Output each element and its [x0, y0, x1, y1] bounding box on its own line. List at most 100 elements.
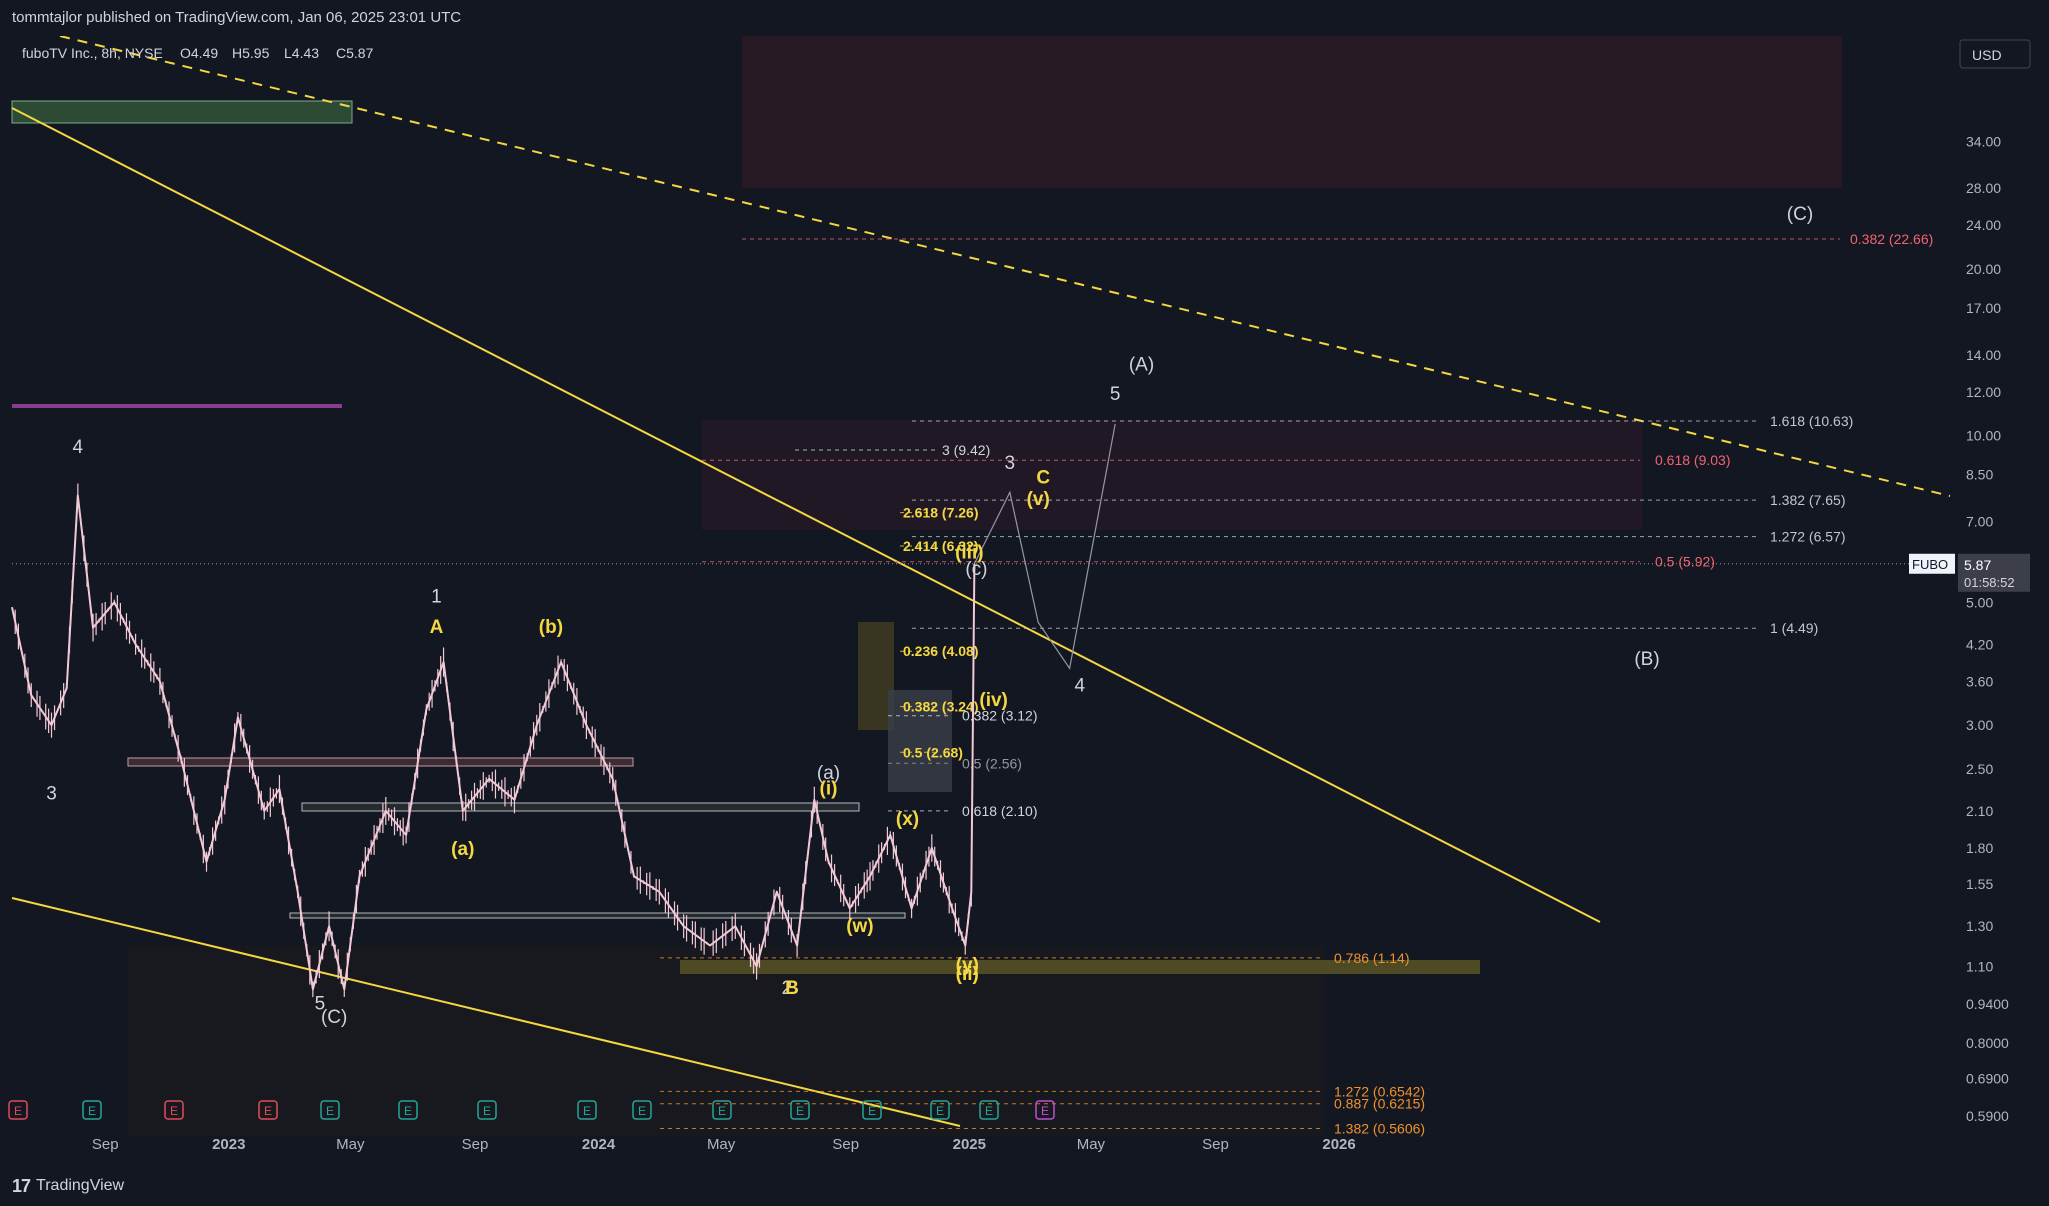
- y-tick-label: 4.20: [1966, 636, 1993, 652]
- ticker-tag: [1909, 553, 1955, 574]
- target-zone: [702, 420, 1642, 530]
- publish-info: tommtajlor published on TradingView.com,…: [12, 9, 462, 26]
- earnings-marker-icon: [82, 1100, 102, 1120]
- y-tick-label: 1.30: [1966, 918, 1993, 934]
- earnings-marker-icon: [164, 1100, 184, 1120]
- ohlc-value: H5.95: [232, 45, 270, 61]
- resistance-zone: [742, 36, 1842, 188]
- fib-label: 1.272 (6.57): [1770, 529, 1846, 545]
- fib-label: 3 (9.42): [942, 442, 990, 458]
- earnings-marker-label: E: [170, 1104, 178, 1118]
- earnings-marker-label: E: [88, 1104, 96, 1118]
- price-chart[interactable]: 34.0028.0024.0020.0017.0014.0012.0010.00…: [0, 35, 2049, 1166]
- symbol-info: fuboTV Inc., 8h, NYSE O4.49 H5.95 L4.43 C5.8…: [22, 45, 374, 61]
- box-grey-1: [301, 802, 860, 812]
- earnings-marker-icon: [790, 1100, 810, 1120]
- y-tick-label: 1.10: [1966, 958, 1993, 974]
- fib-label: 0.382 (3.12): [962, 708, 1038, 724]
- earnings-marker-icon: [862, 1100, 882, 1120]
- wave-label: (y): [956, 955, 979, 976]
- wave-label: A: [430, 617, 444, 638]
- fib-label: 1.382 (7.65): [1770, 492, 1846, 508]
- wave-label: (ii): [956, 964, 979, 985]
- last-price-label: 5.87: [1964, 557, 1991, 573]
- fib-label: 2.414 (6.32): [903, 538, 979, 554]
- ohlc-value: O4.49: [180, 45, 218, 61]
- fib-label: 1.382 (0.5606): [1334, 1120, 1425, 1136]
- earnings-marker-label: E: [796, 1104, 804, 1118]
- wave-label: (x): [896, 809, 919, 830]
- currency-label: USD: [1972, 47, 2002, 63]
- ohlc-value: C5.87: [336, 45, 374, 61]
- wave-label: (B): [1634, 649, 1659, 670]
- earnings-marker-icon: [1035, 1100, 1055, 1120]
- y-tick-label: 34.00: [1966, 133, 2001, 149]
- fib-label: 1.272 (0.6542): [1334, 1083, 1425, 1099]
- trend-line-dashed: [59, 35, 1951, 497]
- y-tick-label: 1.55: [1966, 876, 1993, 892]
- wave-label: 4: [73, 437, 84, 458]
- last-price-tag: [1958, 553, 2030, 592]
- earnings-marker-label: E: [1041, 1104, 1049, 1118]
- ticker-label: FUBO: [1912, 557, 1948, 572]
- earnings-marker-label: E: [985, 1104, 993, 1118]
- wave-label: C: [1036, 467, 1050, 488]
- brand-name: TradingView: [36, 1177, 125, 1194]
- y-tick-label: 1.80: [1966, 840, 1993, 856]
- y-tick-label: 8.50: [1966, 467, 1993, 483]
- wave-label: (iii): [955, 542, 984, 563]
- x-tick-label: Sep: [832, 1136, 859, 1153]
- fib-label: 0.887 (0.6215): [1334, 1096, 1425, 1112]
- tradingview-logo-icon: 17: [12, 1175, 31, 1196]
- x-tick-label: May: [707, 1136, 736, 1153]
- fib-label: 1.618 (10.63): [1770, 413, 1853, 429]
- y-tick-label: 17.00: [1966, 300, 2001, 316]
- wave-label: (C): [1787, 204, 1813, 225]
- wave-label: 5: [315, 993, 326, 1014]
- chart-area[interactable]: 34.00 28.00 24.00 20.00 17.00 14.00 12.00 10.00…: [0, 35, 2049, 1166]
- x-tick-label: 2024: [582, 1136, 616, 1153]
- y-tick-label: 0.5900: [1966, 1108, 2009, 1124]
- y-tick-label: 20.00: [1966, 261, 2001, 277]
- wave-label: (w): [846, 916, 873, 937]
- y-tick-label: 14.00: [1966, 347, 2001, 363]
- earnings-marker-icon: [398, 1100, 418, 1120]
- fib-label: 0.382 (3.24): [903, 699, 979, 715]
- wave-label: 3: [46, 784, 57, 805]
- wave-label: 5: [1110, 384, 1121, 405]
- projection-path: [973, 423, 1116, 670]
- trend-line-lower: [11, 897, 961, 1127]
- earnings-marker-icon: [930, 1100, 950, 1120]
- fib-label: 2.618 (7.26): [903, 505, 979, 521]
- earnings-marker-label: E: [404, 1104, 412, 1118]
- y-tick-label: 0.6900: [1966, 1071, 2009, 1087]
- x-tick-label: May: [336, 1136, 365, 1153]
- y-tick-label: 2.50: [1966, 761, 1993, 777]
- earnings-marker-label: E: [264, 1104, 272, 1118]
- line-magenta: [12, 404, 342, 408]
- y-tick-label: 5.00: [1966, 594, 1993, 610]
- earnings-marker-icon: [712, 1100, 732, 1120]
- wave-label: 1: [431, 586, 442, 607]
- wave-label: (A): [1129, 355, 1154, 376]
- y-tick-label: 3.60: [1966, 673, 1993, 689]
- fib-label: 0.5 (2.56): [962, 755, 1022, 771]
- wave-label: (i): [820, 778, 838, 799]
- x-tick-label: Sep: [92, 1136, 119, 1153]
- y-tick-label: 12.00: [1966, 384, 2001, 400]
- x-tick-label: 2025: [953, 1136, 986, 1153]
- y-tick-label: 24.00: [1966, 217, 2001, 233]
- symbol-name: fuboTV Inc., 8h, NYSE: [22, 45, 163, 61]
- y-tick-label: 0.9400: [1966, 996, 2009, 1012]
- y-tick-label: 10.00: [1966, 428, 2001, 444]
- earnings-marker-label: E: [483, 1104, 491, 1118]
- x-tick-label: Sep: [1202, 1136, 1229, 1153]
- price-candles: [14, 483, 974, 998]
- wave-labels: 435(C)1A(a)(b)2B(a)(i)(w)(x)(y)(ii)(iii)…: [46, 204, 1813, 1028]
- wave-label: (C): [321, 1007, 347, 1028]
- box-top-left: [11, 100, 353, 124]
- wave-label: 4: [1074, 676, 1085, 697]
- earnings-marker-icon: [632, 1100, 652, 1120]
- fib-label: 0.786 (1.14): [1334, 950, 1410, 966]
